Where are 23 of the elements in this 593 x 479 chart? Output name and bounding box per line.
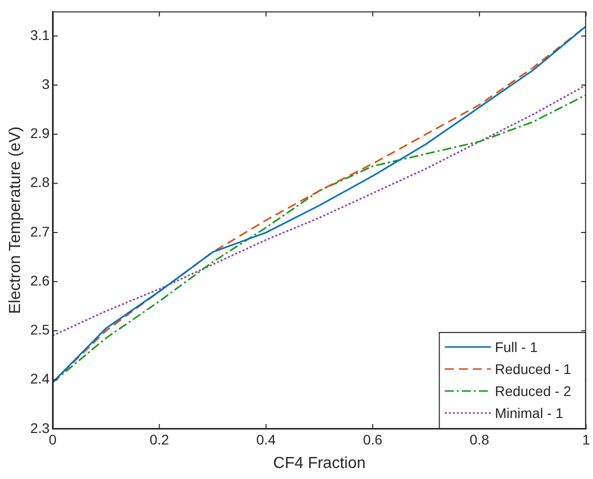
legend-label: Minimal - 1 xyxy=(494,404,564,421)
line-series xyxy=(52,84,586,336)
legend-label: Full - 1 xyxy=(494,338,538,355)
x-tick-label: 0.4 xyxy=(256,431,276,448)
x-tick-label: 0.8 xyxy=(470,431,490,448)
y-tick-label: 3 xyxy=(42,76,50,92)
line-series xyxy=(52,94,586,384)
y-tick-label: 2.6 xyxy=(30,272,50,288)
y-tick-label: 2.3 xyxy=(30,420,50,436)
y-tick-label: 2.8 xyxy=(30,174,50,190)
y-tick-label: 3.1 xyxy=(30,26,50,43)
y-tick-label: 2.9 xyxy=(30,125,50,142)
y-tick-label: 2.7 xyxy=(30,223,50,240)
x-tick-label: 0.2 xyxy=(150,431,170,448)
y-axis-title: Electron Temperature (eV) xyxy=(7,126,24,314)
y-tick-label: 2.4 xyxy=(30,370,50,387)
legend-label: Reduced - 2 xyxy=(494,382,572,399)
x-tick-label: 0.6 xyxy=(362,431,383,448)
x-tick-label: 0 xyxy=(48,431,57,448)
x-axis-title: CF4 Fraction xyxy=(273,454,366,472)
x-tick-label: 1 xyxy=(582,431,590,448)
y-tick-label: 2.5 xyxy=(30,322,50,338)
legend-label: Reduced - 1 xyxy=(494,360,572,377)
